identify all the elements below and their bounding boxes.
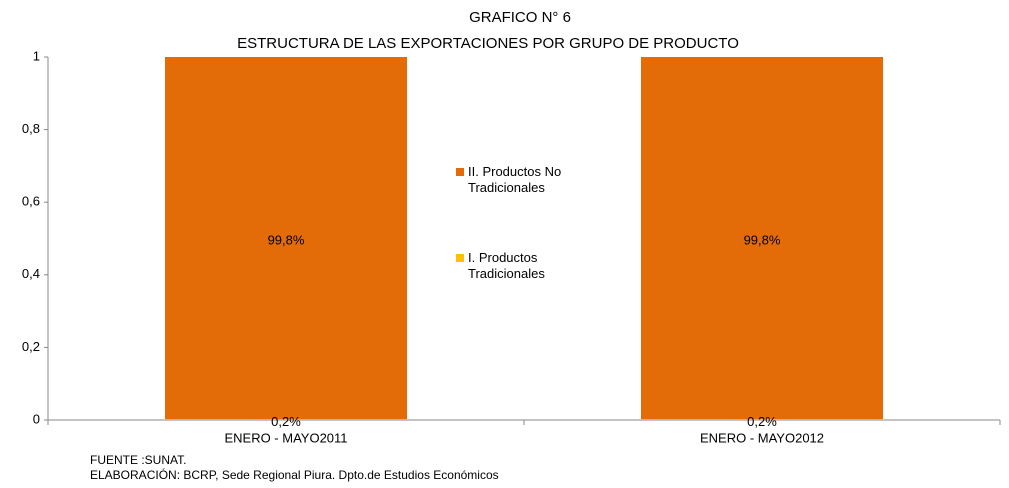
legend-swatch	[456, 168, 464, 176]
legend-item: II. Productos No Tradicionales	[456, 164, 598, 196]
source: FUENTE :SUNAT.	[90, 453, 187, 467]
data-label: 99,8%	[744, 233, 781, 248]
bar-segment	[165, 419, 407, 420]
bar-segment	[641, 419, 883, 420]
y-tick-label: 0,2	[22, 339, 40, 354]
x-tick-label: ENERO - MAYO2011	[224, 430, 347, 445]
data-label: 99,8%	[268, 233, 305, 248]
bar-segment	[165, 57, 407, 420]
legend-item: I. Productos Tradicionales	[456, 250, 598, 282]
legend-label: I. Productos Tradicionales	[468, 250, 545, 281]
y-tick-label: 0,6	[22, 194, 40, 209]
credit: ELABORACIÓN: BCRP, Sede Regional Piura. …	[90, 468, 499, 482]
data-label: 0,2%	[271, 414, 301, 429]
y-tick-label: 0,8	[22, 121, 40, 136]
y-tick-label: 0,4	[22, 266, 40, 281]
bar-segment	[641, 57, 883, 420]
legend-swatch	[456, 254, 464, 262]
chart-title: GRAFICO N° 6	[469, 9, 571, 26]
y-tick-label: 0	[33, 411, 40, 426]
data-label: 0,2%	[747, 414, 777, 429]
chart-subtitle: ESTRUCTURA DE LAS EXPORTACIONES POR GRUP…	[237, 35, 739, 52]
x-tick-label: ENERO - MAYO2012	[700, 430, 824, 445]
legend-label: II. Productos No Tradicionales	[468, 164, 562, 195]
y-tick-label: 1	[33, 48, 40, 63]
